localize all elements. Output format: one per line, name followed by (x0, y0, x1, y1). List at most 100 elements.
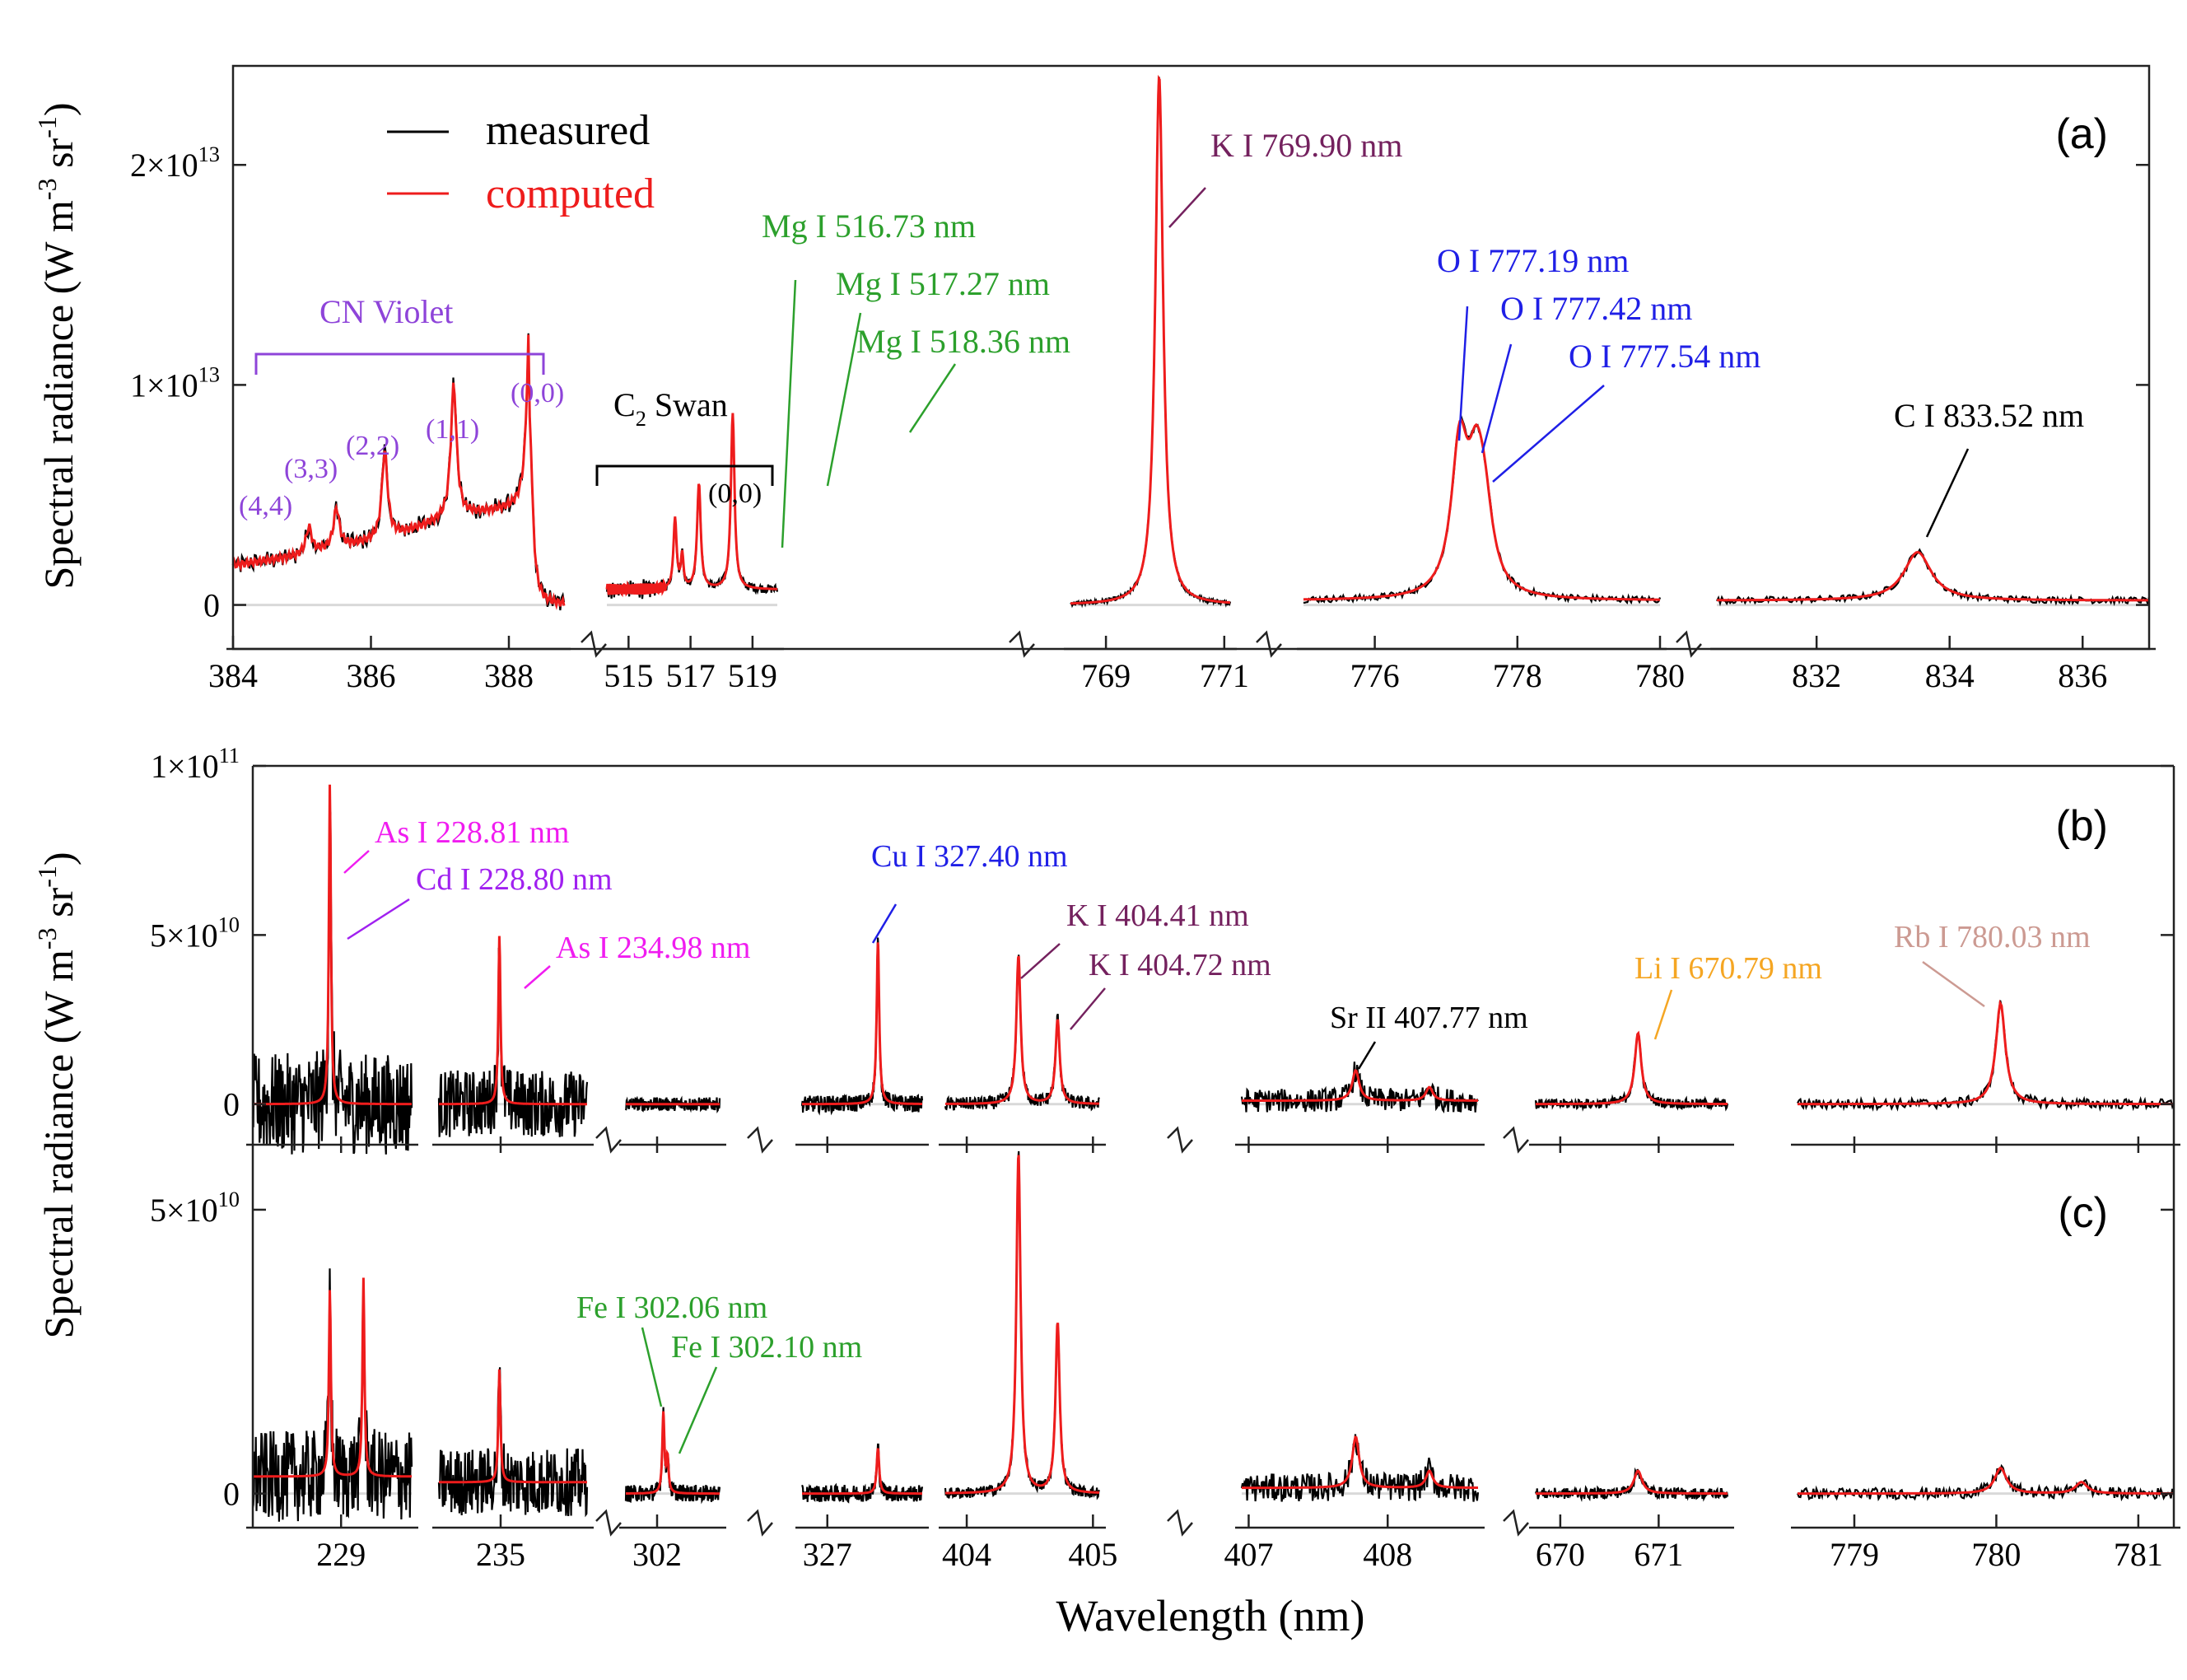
y-tick-label-text: 5×1010 (150, 1187, 240, 1229)
y-tick-label-text: 1×1011 (151, 743, 240, 785)
ann-mg-51836: Mg I 518.36 nm (856, 323, 1070, 360)
ann-cn-44-text: (4,4) (239, 491, 292, 521)
ann-cn-11: (1,1) (426, 414, 479, 445)
ann-c-83352-text: C I 833.52 nm (1894, 397, 2084, 434)
x-tick-label: 771 (1200, 657, 1249, 694)
ann-o-77754-leader (1492, 385, 1605, 483)
ann-mg-51727-leader (826, 312, 862, 487)
x-tick-label: 834 (1925, 657, 1975, 694)
panel-label: (a) (2055, 110, 2108, 158)
ann-o-77742: O I 777.42 nm (1500, 290, 1692, 327)
ann-k-76990-leader (1168, 187, 1206, 228)
y-tick-label-exp: 13 (198, 142, 220, 166)
ann-o-77719-text: O I 777.19 nm (1437, 242, 1629, 279)
y-tick-label-base: 0 (223, 1086, 240, 1123)
y-tick-label: 0 (223, 1476, 240, 1513)
y-title-exp2: -1 (32, 866, 62, 888)
x-tick-label: 386 (347, 657, 396, 694)
computed-line (253, 784, 412, 1106)
x-tick-label: 517 (666, 657, 716, 694)
y-tick-label-base: 2×10 (130, 147, 198, 184)
panel-label: (b) (2055, 802, 2108, 850)
ann-mg-51673-text: Mg I 516.73 nm (762, 208, 976, 245)
ann-c2-swan-text: C (613, 386, 636, 423)
x-tick-label: 405 (1068, 1536, 1117, 1573)
ann-cn-33: (3,3) (284, 454, 338, 484)
y-tick-label: 1×1011 (151, 743, 240, 785)
y-title-end: ) (35, 102, 82, 116)
y-tick-label-base: 1×10 (130, 366, 198, 404)
ann-li-67079: Li I 670.79 nm (1634, 951, 1822, 986)
ann-cn-11-text: (1,1) (426, 414, 479, 445)
x-tick-label: 780 (1971, 1536, 2021, 1573)
ann-cd-22880-leader (347, 898, 410, 940)
computed-line (1303, 418, 1660, 601)
axis-break-mark (1503, 1126, 1529, 1154)
ann-cn-violet-text: CN Violet (319, 293, 453, 330)
ann-c2-00: (0,0) (708, 478, 762, 509)
ann-cu-32740-leader (871, 903, 898, 944)
ann-k-40441: K I 404.41 nm (1066, 898, 1249, 933)
ann-mg-51673: Mg I 516.73 nm (762, 208, 976, 245)
ann-o-77742-leader (1481, 343, 1513, 454)
y-tick-label: 2×1013 (130, 142, 220, 184)
y-tick-label-exp: 10 (218, 912, 240, 936)
measured-line (624, 1407, 721, 1505)
ann-o-77742-text: O I 777.42 nm (1500, 290, 1692, 327)
y-tick-label-exp: 10 (218, 1187, 240, 1211)
axis-break-mark (595, 1126, 622, 1154)
computed-line (231, 334, 566, 610)
computed-line (1070, 74, 1230, 605)
series-layer (231, 74, 2175, 1522)
x-tick-label: 408 (1363, 1536, 1412, 1573)
ann-cu-32740-text: Cu I 327.40 nm (871, 839, 1068, 874)
y-title-exp1: -3 (32, 178, 62, 200)
x-tick-label: 327 (803, 1536, 852, 1573)
axis-break-mark (1256, 630, 1282, 658)
ann-c-83352: C I 833.52 nm (1894, 397, 2084, 434)
x-tick-label: 832 (1792, 657, 1841, 694)
computed-line (945, 955, 1100, 1105)
x-tick-label: 779 (1830, 1536, 1879, 1573)
computed-line (439, 936, 587, 1106)
measured-line (1240, 1062, 1479, 1113)
computed-line (802, 1448, 922, 1496)
ann-sr-40777-text: Sr II 407.77 nm (1330, 1001, 1528, 1035)
ann-cd-22880: Cd I 228.80 nm (416, 862, 613, 897)
x-axis-title: Wavelength (nm) (1056, 1591, 1364, 1640)
x-tick-label: 519 (728, 657, 777, 694)
ann-cn-00: (0,0) (511, 378, 564, 408)
x-tick-label: 769 (1081, 657, 1131, 694)
c2-swan-bracket (595, 464, 774, 486)
x-tick-label: 780 (1635, 657, 1685, 694)
computed-line (802, 942, 922, 1106)
computed-line (1242, 1069, 1478, 1102)
legend-measured-label: measured (486, 107, 650, 154)
ann-k-40472-text: K I 404.72 nm (1089, 948, 1271, 982)
computed-line (626, 1411, 720, 1496)
cn-violet-bracket (254, 352, 545, 375)
y-axis-title: Spectral radiance (W m-3 sr-1) (32, 102, 82, 589)
ann-cd-22880-text: Cd I 228.80 nm (416, 862, 613, 897)
ann-rb-78003-text: Rb I 780.03 nm (1894, 920, 2091, 954)
ann-cn-44: (4,4) (239, 491, 292, 521)
y-tick-label-base: 0 (223, 1476, 240, 1513)
y-title-mid: sr (35, 138, 82, 178)
computed-line (439, 1369, 587, 1484)
measured-line (624, 1095, 721, 1114)
ann-li-67079-leader (1653, 989, 1673, 1040)
legend-computed-label: computed (486, 170, 655, 217)
y-tick-label: 0 (223, 1086, 240, 1123)
x-tick-label: 671 (1634, 1536, 1683, 1573)
computed-line (1536, 1469, 1728, 1496)
y-tick-label-base: 1×10 (151, 748, 219, 785)
x-tick-label: 302 (632, 1536, 682, 1573)
ann-fe-30206-leader (641, 1327, 663, 1407)
x-tick-label: 407 (1224, 1536, 1273, 1573)
axis-break-mark (581, 630, 607, 658)
ann-sr-40777-leader (1357, 1041, 1377, 1070)
ann-fe-30210-leader (678, 1366, 718, 1454)
axes-layer (226, 64, 2180, 1537)
axis-break-mark (1167, 1126, 1193, 1154)
